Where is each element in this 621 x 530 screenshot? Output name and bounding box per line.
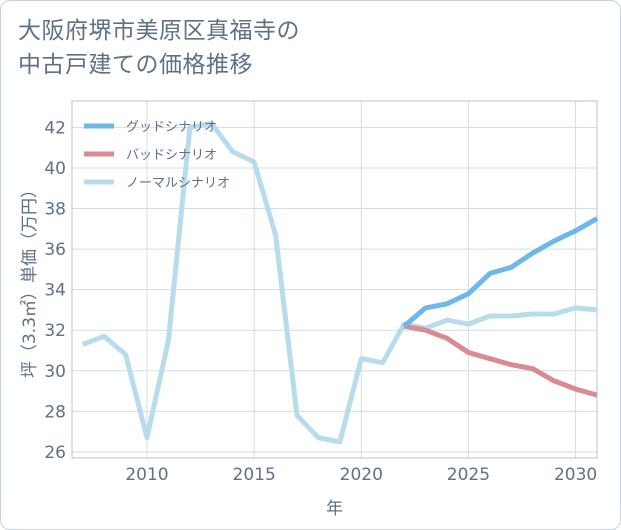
chart-title: 大阪府堺市美原区真福寺の 中古戸建ての価格推移 <box>18 14 300 82</box>
y-tick-label: 32 <box>44 321 66 341</box>
x-tick-label: 2030 <box>554 465 597 485</box>
x-tick-label: 2010 <box>125 465 168 485</box>
y-tick-label: 26 <box>44 443 66 463</box>
y-tick-label: 36 <box>44 240 66 260</box>
y-tick-label: 30 <box>44 362 66 382</box>
y-tick-label: 38 <box>44 200 66 220</box>
y-axis-ticks: 26 28 30 32 34 36 38 40 42 <box>44 118 66 463</box>
chart-title-line-2: 中古戸建ての価格推移 <box>18 52 253 78</box>
x-tick-label: 2020 <box>340 465 383 485</box>
chart-title-line-1: 大阪府堺市美原区真福寺の <box>18 18 300 44</box>
x-tick-label: 2015 <box>233 465 276 485</box>
series-layer <box>81 120 599 445</box>
y-tick-label: 34 <box>44 281 66 301</box>
y-tick-label: 42 <box>44 118 66 138</box>
legend-label-2: ノーマルシナリオ <box>126 176 230 191</box>
y-axis-label: 坪（3.3㎡）単価（万円） <box>20 181 40 378</box>
x-axis-label: 年 <box>326 499 343 519</box>
y-tick-label: 28 <box>44 402 66 422</box>
legend-label-1: バッドシナリオ <box>126 148 217 163</box>
series-line-1 <box>403 323 598 398</box>
x-tick-label: 2025 <box>447 465 490 485</box>
series-line-0 <box>402 216 599 329</box>
legend-label-0: グッドシナリオ <box>126 120 217 135</box>
x-axis-ticks: 2010 2015 2020 2025 2030 <box>125 465 597 485</box>
y-tick-label: 40 <box>44 159 66 179</box>
plot-border <box>71 100 598 459</box>
series-line-2 <box>81 120 598 445</box>
